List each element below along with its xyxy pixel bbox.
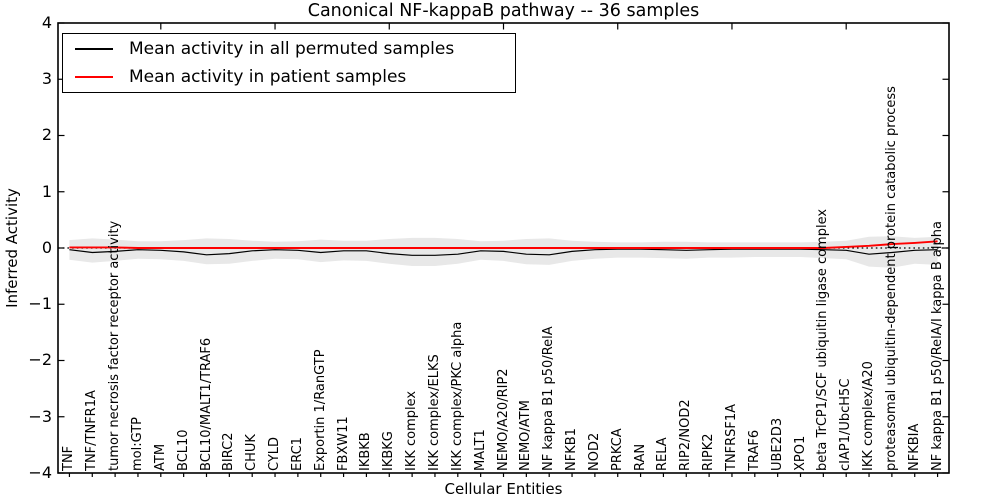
x-tick-label: RAN [632,443,648,471]
data-lines [58,240,949,256]
x-tick-label: IKBKB [358,432,374,471]
x-tick-label: IKK complex/PKC alpha [449,321,465,471]
x-tick-label: ATM [152,443,168,471]
x-tick-label: FBXW11 [335,416,351,471]
x-tick-label: MALT1 [472,429,488,471]
x-tick-label: UBE2D3 [769,417,785,471]
x-tick-label: NFKB1 [564,428,579,471]
x-tick-label: NOD2 [586,432,602,471]
x-tick-label: PRKCA [609,428,625,471]
legend-row-patient: Mean activity in patient samples [63,63,515,91]
x-tick-label: XPO1 [792,435,808,471]
x-tick-label: mol:GTP [130,417,145,471]
legend: Mean activity in all permuted samples Me… [62,33,516,93]
x-tick-label: proteasomal ubiquitin-dependent protein … [883,86,899,471]
y-tick-label: 0 [41,238,52,257]
y-tick-label: 3 [41,69,52,88]
x-tick-label: NF kappa B1 p50/RelA [541,326,557,471]
x-tick-label: CYLD [267,436,282,471]
x-tick-label: RELA [655,437,671,471]
x-tick-label: BCL10 [175,429,191,471]
patient-line-swatch [75,76,113,78]
y-tick-label: −2 [28,350,52,369]
x-tick-label: BCL10/MALT1/TRAF6 [198,337,214,471]
x-tick-label: IKK complex/ELKS [427,354,442,471]
x-tick-label: BIRC2 [221,432,237,472]
x-tick-label: NFKBIA [906,423,922,471]
y-tick-label: 1 [41,182,52,201]
x-tick-label: IKK complex/A20 [861,361,876,471]
x-tick-label: Exportin 1/RanGTP [312,349,328,471]
x-tick-label: tumor necrosis factor receptor activity [107,220,123,471]
x-tick-label: IKBKG [381,431,397,471]
legend-row-permuted: Mean activity in all permuted samples [63,35,515,63]
x-tick-label: IKK complex [404,390,420,471]
permuted-mean-line [69,248,938,256]
legend-label-patient: Mean activity in patient samples [129,67,407,87]
y-tick-label: −3 [28,407,52,426]
x-tick-label: beta TrCP1/SCF ubiquitin ligase complex [815,208,831,471]
legend-label-permuted: Mean activity in all permuted samples [129,39,455,59]
x-tick-label: cIAP1/UbcH5C [838,378,854,471]
x-tick-label: RIPK2 [701,433,717,471]
x-axis-label: Cellular Entities [444,480,563,498]
x-tick-label: ERC1 [289,437,305,471]
x-tick-label: NEMO/ATM [518,400,534,471]
x-tick-label: NEMO/A20/RIP2 [495,368,511,471]
x-tick-label: TNF [61,445,77,471]
x-tick-label: TNF/TNFR1A [84,390,100,471]
x-tick-label: TRAF6 [746,429,762,471]
chart-title: Canonical NF-kappaB pathway -- 36 sample… [307,1,700,21]
x-tick-label: RIP2/NOD2 [678,399,694,471]
plot-border [57,22,950,474]
permuted-line-swatch [75,48,113,50]
x-tick-label: NF kappa B1 p50/RelA/I kappa B alpha [929,221,945,471]
y-tick-label: 2 [41,125,52,144]
patient-mean-line [69,240,938,249]
x-tick-label: CHUK [244,434,260,471]
x-tick-label: TNFRSF1A [724,403,739,471]
y-tick-label: 4 [41,13,52,32]
y-tick-label: −4 [28,463,52,482]
y-tick-label: −1 [28,294,52,313]
